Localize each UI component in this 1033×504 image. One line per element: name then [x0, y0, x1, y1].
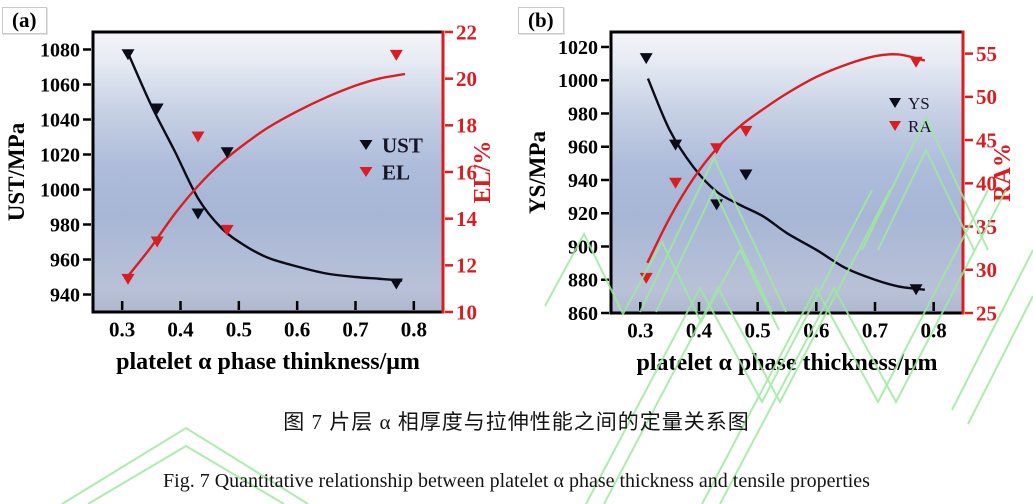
caption-chinese: 图 7 片层 α 相厚度与拉伸性能之间的定量关系图	[283, 410, 750, 434]
y-right-tick-label: 55	[976, 42, 997, 66]
y-left-tick-label: 960	[50, 250, 80, 272]
plot-area	[611, 32, 963, 313]
ra-marker	[710, 143, 724, 155]
x-tick-label: 0.3	[109, 317, 135, 341]
el-marker	[150, 236, 164, 248]
x-tick-label: 0.4	[167, 317, 194, 341]
legend-label-ys: YS	[908, 94, 930, 113]
ust-trend-curve	[126, 52, 403, 282]
ust-marker	[150, 103, 164, 115]
y-left-tick-label: 900	[568, 236, 598, 258]
y-left-tick-label: 1060	[40, 75, 80, 97]
y-right-tick-label: 25	[976, 301, 997, 325]
legend-label-el: EL	[382, 160, 410, 184]
x-tick-label: 0.8	[401, 317, 427, 341]
y-left-axis-title: UST/MPa	[4, 122, 29, 221]
ys-marker	[639, 53, 653, 65]
axis-frame	[91, 30, 443, 314]
el-marker	[220, 224, 234, 236]
x-tick-label: 0.4	[686, 318, 713, 342]
y-right-axis-title: EL/%	[470, 141, 496, 204]
ys-marker	[669, 139, 683, 151]
el-marker	[389, 49, 403, 61]
x-axis-title: platelet α phase thickness/μm	[636, 350, 937, 376]
x-tick-label: 0.3	[627, 318, 653, 342]
ust-marker	[389, 278, 403, 290]
y-left-tick-label: 880	[568, 270, 598, 292]
chart-b: 8608809009209409609801000102025303540455…	[525, 30, 1016, 376]
el-marker	[121, 273, 135, 285]
x-tick-label: 0.7	[862, 318, 888, 342]
y-right-tick-label: 50	[976, 85, 997, 109]
y-left-tick-label: 940	[568, 170, 598, 192]
x-tick-label: 0.7	[342, 317, 368, 341]
ra-marker	[739, 125, 753, 137]
y-left-tick-label: 980	[50, 215, 80, 237]
x-tick-label: 0.8	[921, 318, 947, 342]
el-marker	[191, 131, 205, 143]
y-right-tick-label: 10	[456, 300, 477, 324]
el-trend-curve	[128, 72, 406, 276]
legend-label-ust: UST	[382, 133, 423, 157]
y-right-tick-label: 16	[456, 160, 477, 184]
ust-marker	[121, 49, 135, 61]
legend-marker-ys	[889, 98, 901, 108]
y-left-tick-label: 960	[568, 137, 598, 159]
panel-label-b: (b)	[518, 7, 564, 34]
y-left-tick-label: 920	[568, 203, 598, 225]
legend-marker-el	[359, 167, 373, 177]
chart-a: 940 960 980 1000 1020 1040 1060 1080 10 12 14 16 18 2…	[4, 20, 496, 375]
x-axis-title: platelet α phase thinkness/μm	[116, 349, 420, 375]
x-tick-label: 0.6	[284, 317, 310, 341]
x-tick-label: 0.5	[745, 318, 771, 342]
y-left-tick-label: 1020	[558, 37, 598, 59]
y-left-tick-label: 1000	[40, 180, 80, 202]
y-right-tick-label: 22	[456, 20, 477, 44]
y-left-tick-label: 860	[568, 303, 598, 325]
y-right-tick-label: 12	[456, 254, 477, 278]
legend-label-ra: RA	[908, 117, 932, 136]
ust-marker	[191, 208, 205, 220]
y-left-tick-label: 1040	[40, 110, 80, 132]
legend-marker-ust	[359, 140, 373, 150]
panel-label-a: (a)	[2, 7, 47, 34]
caption-english: Fig. 7 Quantitative relationship between…	[163, 470, 870, 492]
ust-marker	[220, 147, 234, 159]
ra-marker	[909, 56, 923, 68]
y-right-tick-label: 18	[456, 114, 477, 138]
x-tick-label: 0.6	[803, 318, 829, 342]
y-right-tick-label: 14	[456, 207, 478, 231]
y-right-tick-label: 30	[976, 258, 997, 282]
x-tick-label: 0.5	[226, 317, 252, 341]
y-right-tick-label: 35	[976, 215, 997, 239]
y-left-tick-label: 940	[50, 285, 80, 307]
y-left-tick-label: 1000	[558, 70, 598, 92]
y-left-tick-label: 1020	[40, 145, 80, 167]
y-left-tick-label: 980	[568, 103, 598, 125]
y-right-tick-label: 20	[456, 67, 477, 91]
y-left-tick-label: 1080	[40, 40, 80, 62]
y-left-axis-title: YS/MPa	[525, 130, 550, 214]
y-right-axis-title: RA%	[990, 143, 1016, 202]
